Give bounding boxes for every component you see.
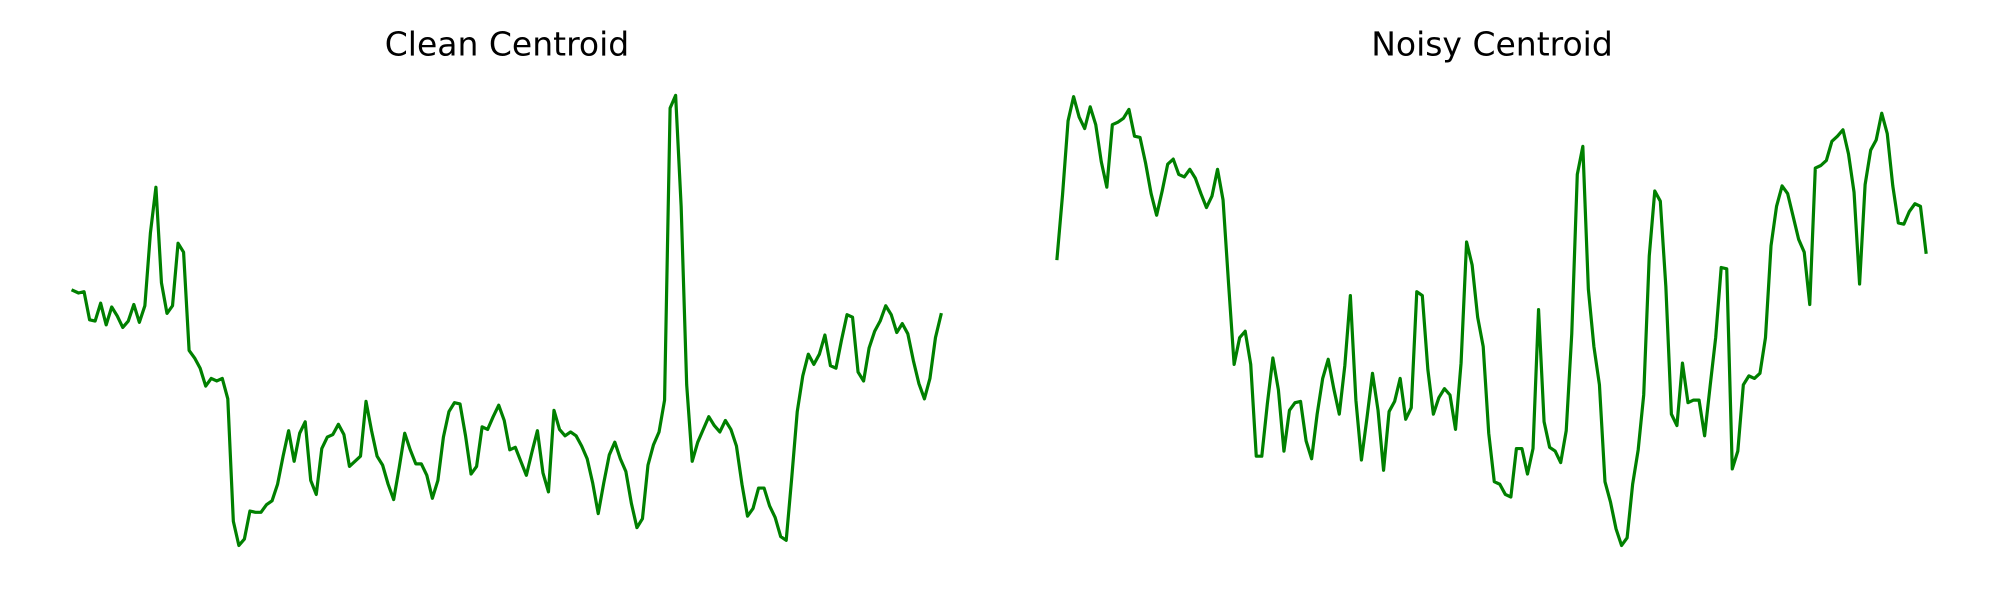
chart-title: Noisy Centroid (1371, 25, 1613, 64)
line-series (70, 93, 943, 548)
chart-title: Clean Centroid (385, 25, 630, 64)
line-series (1055, 95, 1928, 548)
